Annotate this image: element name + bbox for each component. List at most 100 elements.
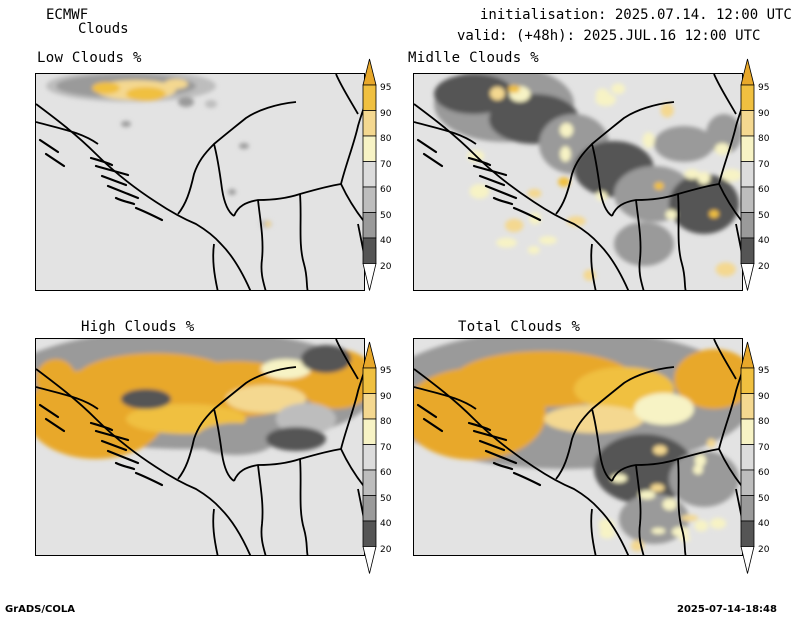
cloud-cell [559,122,574,138]
cloud-cell [558,177,570,187]
map-borders [414,74,742,290]
colorbar-tick-label: 40 [380,236,392,246]
cloud-cell [706,438,716,448]
country-border [177,101,297,215]
cloud-cell [196,423,276,455]
cloud-cell [226,385,306,413]
panel-title-low: Low Clouds % [37,50,142,66]
country-border [335,74,359,115]
island [467,421,492,432]
country-border [713,74,737,115]
cloud-cell [539,235,557,245]
island [422,152,444,168]
colorbar-segment [362,495,377,522]
colorbar-graphic [362,341,377,574]
colorbar-tick-label: 50 [380,493,392,504]
cloud-cell [669,451,739,507]
cloud-cell [265,221,271,227]
colorbar-segment [362,135,377,162]
cloud-cell [680,514,699,522]
country-border [590,508,597,555]
country-border [299,458,309,555]
country-border [357,223,364,259]
country-border [611,448,720,482]
colorbar-segment [362,393,377,420]
colorbar-tick-label: 20 [758,261,770,272]
cloud-cell [301,345,351,373]
colorbar-tick-label: 90 [758,391,770,402]
cloud-cell [164,79,188,89]
colorbar-segment [362,212,377,239]
cloud-cell [693,464,704,475]
colorbar-tick-label: 70 [758,442,770,453]
cloud-field [434,74,742,281]
cloud-cell [595,88,610,101]
cloud-cell [508,85,520,93]
country-border [213,408,235,482]
colorbar-tick-label: 50 [380,210,392,221]
cloud-field [414,339,742,552]
island [134,206,164,222]
colorbar-graphic [362,58,377,291]
coastline [414,368,630,555]
island [94,164,130,177]
colorbar-tick-label: 20 [380,544,392,555]
cloud-cell [715,262,736,277]
colorbar-segment [740,161,755,188]
colorbar-tick-label: 50 [758,493,770,504]
cloud-cell [662,498,678,511]
colorbar-segment [362,444,377,471]
country-border [718,368,742,450]
map-canvas [414,339,742,555]
cloud-cell [594,434,694,504]
colorbar-tick-label: 80 [758,417,770,427]
colorbar-tick-label: 90 [380,391,392,402]
colorbar-segment [740,418,755,445]
colorbar-tick-label: 60 [380,185,392,195]
cloud-cell [527,245,540,255]
colorbar-segment [740,237,755,264]
colorbar-segment [740,135,755,162]
coastline [414,103,630,290]
coastline [36,368,252,555]
cloud-cell [205,100,217,108]
parameter-label: Clouds [78,21,129,37]
colorbar-tick-label: 70 [380,442,392,453]
country-border [713,339,737,380]
colorbar-tick-label: 70 [758,159,770,170]
island [106,184,140,200]
island [492,196,514,206]
cloud-cell [697,171,711,185]
panel-title-total: Total Clouds % [458,319,581,335]
island [478,439,506,452]
country-border [611,183,720,217]
island [484,184,518,200]
island [100,439,128,452]
colorbar-segment [362,84,377,111]
island [512,206,542,222]
island [114,461,136,471]
island [106,449,140,465]
country-border [36,386,99,410]
cloud-cell [679,535,691,542]
cloud-cell [651,527,666,535]
country-border [718,103,742,185]
cloud-cell [671,526,690,537]
colorbar-segment [740,444,755,471]
island [44,417,66,433]
colorbar-segment [740,546,755,574]
island [44,152,66,168]
country-border [340,103,364,185]
cloud-cell [266,427,326,451]
colorbar-tick-label: 60 [758,468,770,478]
colorbar-tick-label: 95 [758,366,770,376]
island [478,174,506,187]
colorbar-tick-label: 70 [380,159,392,170]
colorbar-top-right: 95 90 80 70 60 50 40 20 [740,58,780,292]
island [38,403,60,419]
colorbar-segment [362,418,377,445]
island [492,461,514,471]
colorbar-segment [740,469,755,496]
map-borders [414,339,742,555]
country-border [257,199,267,290]
